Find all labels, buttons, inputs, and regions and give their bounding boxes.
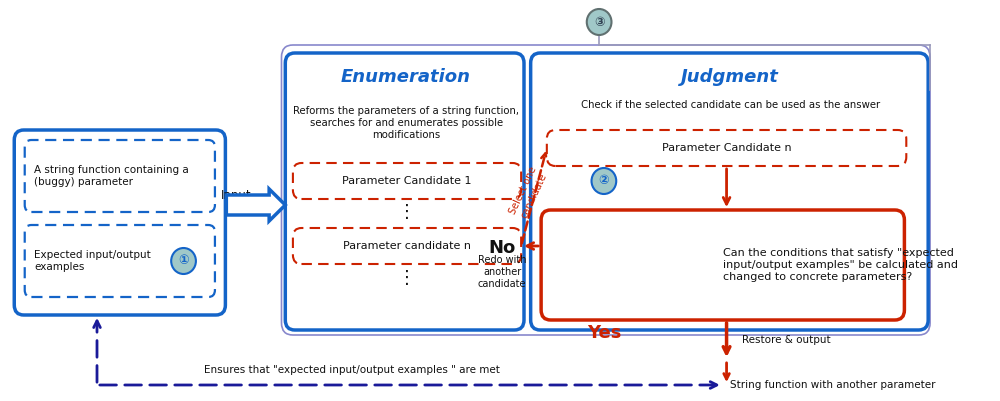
Circle shape bbox=[171, 248, 196, 274]
Text: ⋮: ⋮ bbox=[398, 203, 416, 221]
Text: Parameter candidate n: Parameter candidate n bbox=[343, 241, 471, 251]
Text: Input: Input bbox=[221, 190, 251, 203]
Circle shape bbox=[592, 168, 616, 194]
Text: ⋮: ⋮ bbox=[398, 269, 416, 287]
Text: Can the conditions that satisfy "expected
input/output examples" be calculated a: Can the conditions that satisfy "expecte… bbox=[723, 248, 958, 282]
Text: Yes: Yes bbox=[587, 324, 621, 342]
Text: ①: ① bbox=[178, 255, 189, 267]
Text: Enumeration: Enumeration bbox=[341, 68, 471, 86]
Text: A string function containing a
(buggy) parameter: A string function containing a (buggy) p… bbox=[34, 165, 189, 187]
Text: Ensures that "expected input/output examples " are met: Ensures that "expected input/output exam… bbox=[204, 365, 500, 375]
Text: ②: ② bbox=[599, 174, 609, 188]
Text: String function with another parameter: String function with another parameter bbox=[730, 380, 936, 390]
Text: ③: ③ bbox=[594, 16, 604, 28]
Text: Check if the selected candidate can be used as the answer: Check if the selected candidate can be u… bbox=[581, 100, 880, 110]
Text: Expected input/output
examples: Expected input/output examples bbox=[34, 250, 151, 272]
Text: Parameter Candidate 1: Parameter Candidate 1 bbox=[342, 176, 472, 186]
Text: Redo with
another
candidate: Redo with another candidate bbox=[478, 255, 526, 289]
Text: Restore & output: Restore & output bbox=[742, 335, 830, 345]
Text: No: No bbox=[489, 239, 516, 257]
Polygon shape bbox=[226, 189, 285, 221]
Circle shape bbox=[587, 9, 611, 35]
Text: Reforms the parameters of a string function,
searches for and enumerates possibl: Reforms the parameters of a string funct… bbox=[293, 106, 519, 140]
Text: Judgment: Judgment bbox=[681, 68, 779, 86]
Text: Parameter Candidate n: Parameter Candidate n bbox=[662, 143, 791, 153]
Text: Select one
candidate: Select one candidate bbox=[508, 165, 549, 221]
